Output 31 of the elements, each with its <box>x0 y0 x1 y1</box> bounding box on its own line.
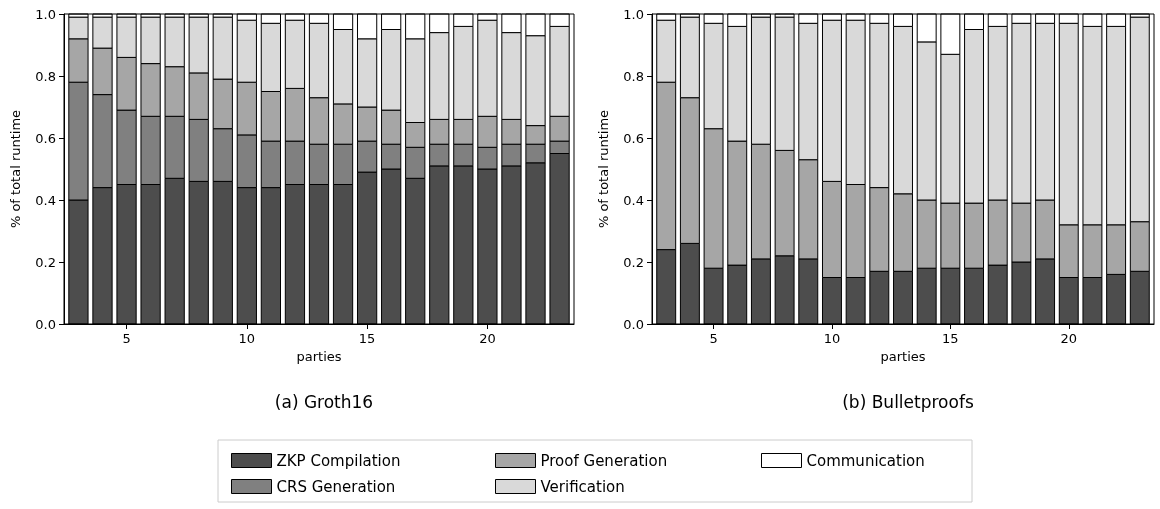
x-tick-label: 10 <box>238 331 256 346</box>
y-tick-label: 0.4 <box>623 192 644 208</box>
y-tick-label: 0.8 <box>35 68 56 84</box>
y-tick-label: 0.0 <box>35 316 56 332</box>
y-tick-label: 0.6 <box>623 130 644 146</box>
y-tick-label: 0.8 <box>623 68 644 84</box>
y-tick-label: 0.4 <box>35 192 56 208</box>
legend-label: Proof Generation <box>540 451 668 470</box>
x-tick-label: 20 <box>479 331 496 346</box>
x-tick-label: 5 <box>709 331 718 346</box>
y-tick-label: 0.0 <box>623 316 644 332</box>
y-tick-label: 1.0 <box>623 6 644 22</box>
x-tick-label: 10 <box>823 331 841 346</box>
x-tick-label: 5 <box>122 331 131 346</box>
x-tick-label: 20 <box>1060 331 1078 346</box>
text: (a) Groth16 <box>274 391 374 412</box>
y-axis-title: % of total runtime <box>596 109 611 229</box>
y-tick-label: 1.0 <box>35 6 56 22</box>
x-axis-title: parties <box>296 349 342 364</box>
x-axis-title: parties <box>880 349 926 364</box>
x-tick-label: 15 <box>358 331 376 346</box>
y-tick-label: 0.6 <box>35 130 56 146</box>
legend-label: CRS Generation <box>276 477 396 496</box>
text: (b) Bulletproofs <box>842 391 974 412</box>
legend-label: ZKP Compilation <box>276 451 401 470</box>
y-axis-title: % of total runtime <box>8 109 23 229</box>
legend-label: Verification <box>540 477 625 496</box>
y-tick-label: 0.2 <box>623 254 644 270</box>
legend-label: Communication <box>806 451 925 470</box>
y-tick-label: 0.2 <box>35 254 56 270</box>
x-tick-label: 15 <box>942 331 959 346</box>
